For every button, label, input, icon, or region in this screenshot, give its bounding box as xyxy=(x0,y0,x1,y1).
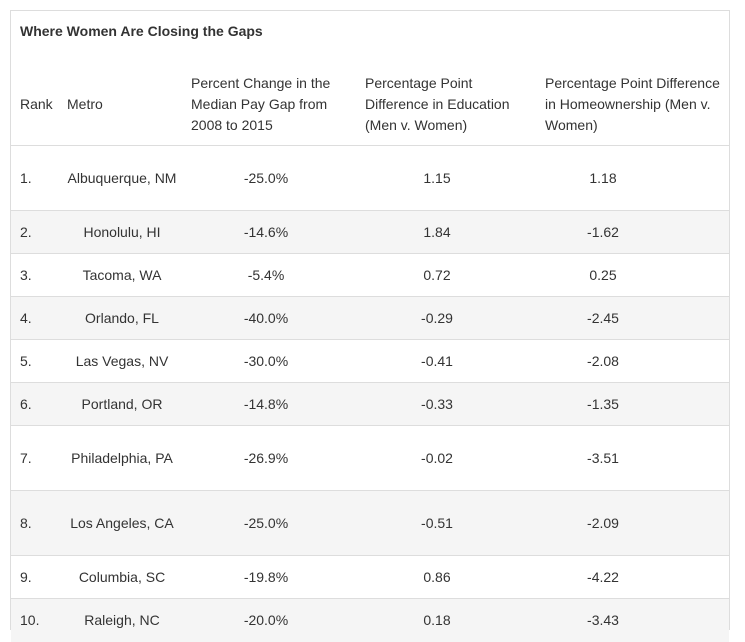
cell-pay-gap-change: -20.0% xyxy=(183,598,357,642)
cell-metro: Raleigh, NC xyxy=(57,598,183,642)
cell-education-difference: 0.86 xyxy=(357,555,537,599)
table-row: 10. Raleigh, NC -20.0% 0.18 -3.43 xyxy=(11,598,729,642)
cell-education-difference: 0.18 xyxy=(357,598,537,642)
cell-education-difference: 0.72 xyxy=(357,253,537,297)
cell-education-difference: 1.15 xyxy=(357,145,537,211)
cell-metro: Honolulu, HI xyxy=(57,210,183,254)
cell-pay-gap-change: -19.8% xyxy=(183,555,357,599)
cell-metro: Portland, OR xyxy=(57,382,183,426)
cell-metro: Philadelphia, PA xyxy=(57,425,183,491)
cell-rank: 4. xyxy=(11,296,57,340)
cell-pay-gap-change: -40.0% xyxy=(183,296,357,340)
cell-education-difference: -0.41 xyxy=(357,339,537,383)
cell-metro: Los Angeles, CA xyxy=(57,490,183,556)
cell-homeownership-difference: -4.22 xyxy=(537,555,729,599)
cell-education-difference: -0.29 xyxy=(357,296,537,340)
cell-pay-gap-change: -25.0% xyxy=(183,490,357,556)
header-homeownership-difference: Percentage Point Difference in Homeowner… xyxy=(537,63,729,146)
table-row: 7. Philadelphia, PA -26.9% -0.02 -3.51 xyxy=(11,425,729,491)
cell-metro: Columbia, SC xyxy=(57,555,183,599)
cell-metro: Las Vegas, NV xyxy=(57,339,183,383)
table-row: 1. Albuquerque, NM -25.0% 1.15 1.18 xyxy=(11,145,729,211)
cell-pay-gap-change: -30.0% xyxy=(183,339,357,383)
table-header: Rank Metro Percent Change in the Median … xyxy=(11,63,729,146)
cell-pay-gap-change: -26.9% xyxy=(183,425,357,491)
cell-rank: 6. xyxy=(11,382,57,426)
table-row: 2. Honolulu, HI -14.6% 1.84 -1.62 xyxy=(11,210,729,254)
cell-pay-gap-change: -14.8% xyxy=(183,382,357,426)
cell-rank: 1. xyxy=(11,145,57,211)
header-education-difference: Percentage Point Difference in Education… xyxy=(357,63,537,146)
cell-metro: Orlando, FL xyxy=(57,296,183,340)
cell-education-difference: -0.33 xyxy=(357,382,537,426)
cell-pay-gap-change: -14.6% xyxy=(183,210,357,254)
cell-homeownership-difference: 0.25 xyxy=(537,253,729,297)
cell-homeownership-difference: -3.51 xyxy=(537,425,729,491)
cell-homeownership-difference: -3.43 xyxy=(537,598,729,642)
cell-rank: 7. xyxy=(11,425,57,491)
cell-metro: Tacoma, WA xyxy=(57,253,183,297)
cell-rank: 10. xyxy=(11,598,57,642)
header-rank: Rank xyxy=(11,63,57,146)
data-table: Rank Metro Percent Change in the Median … xyxy=(11,63,729,642)
cell-pay-gap-change: -25.0% xyxy=(183,145,357,211)
header-pay-gap-change: Percent Change in the Median Pay Gap fro… xyxy=(183,63,357,146)
cell-education-difference: -0.51 xyxy=(357,490,537,556)
cell-rank: 3. xyxy=(11,253,57,297)
header-metro: Metro xyxy=(57,63,183,146)
cell-homeownership-difference: -1.35 xyxy=(537,382,729,426)
table-row: 6. Portland, OR -14.8% -0.33 -1.35 xyxy=(11,382,729,426)
cell-homeownership-difference: -2.45 xyxy=(537,296,729,340)
cell-rank: 5. xyxy=(11,339,57,383)
cell-homeownership-difference: -1.62 xyxy=(537,210,729,254)
cell-rank: 8. xyxy=(11,490,57,556)
cell-metro: Albuquerque, NM xyxy=(57,145,183,211)
cell-homeownership-difference: -2.09 xyxy=(537,490,729,556)
table-body: 1. Albuquerque, NM -25.0% 1.15 1.18 2. Honolul… xyxy=(11,145,729,642)
cell-pay-gap-change: -5.4% xyxy=(183,253,357,297)
header-row: Rank Metro Percent Change in the Median … xyxy=(11,63,729,146)
table-row: 4. Orlando, FL -40.0% -0.29 -2.45 xyxy=(11,296,729,340)
table-row: 9. Columbia, SC -19.8% 0.86 -4.22 xyxy=(11,555,729,599)
table-title: Where Women Are Closing the Gaps xyxy=(20,23,263,39)
cell-rank: 9. xyxy=(11,555,57,599)
cell-education-difference: -0.02 xyxy=(357,425,537,491)
table-row: 3. Tacoma, WA -5.4% 0.72 0.25 xyxy=(11,253,729,297)
cell-homeownership-difference: 1.18 xyxy=(537,145,729,211)
table-row: 5. Las Vegas, NV -30.0% -0.41 -2.08 xyxy=(11,339,729,383)
table-row: 8. Los Angeles, CA -25.0% -0.51 -2.09 xyxy=(11,490,729,556)
cell-education-difference: 1.84 xyxy=(357,210,537,254)
cell-rank: 2. xyxy=(11,210,57,254)
cell-homeownership-difference: -2.08 xyxy=(537,339,729,383)
table-card: Where Women Are Closing the Gaps Rank Me… xyxy=(10,10,730,642)
